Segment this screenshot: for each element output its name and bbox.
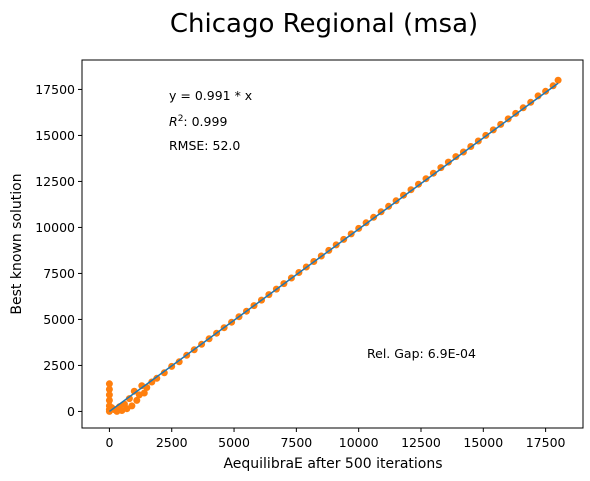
scatter-point <box>140 389 148 397</box>
x-axis-ticks: 0 2500 5000 7500 10000 12500 15000 17500 <box>105 428 566 450</box>
scatter-point <box>105 380 113 388</box>
y-tick-label: 2500 <box>43 358 75 373</box>
r2-symbol: R <box>169 114 178 129</box>
y-tick-label: 7500 <box>43 266 75 281</box>
r2-annotation: R2: 0.999 <box>169 114 227 129</box>
rel-gap-annotation: Rel. Gap: 6.9E-04 <box>367 346 476 361</box>
rmse-annotation: RMSE: 52.0 <box>169 138 240 153</box>
y-tick-label: 10000 <box>35 220 75 235</box>
x-tick-label: 12500 <box>401 435 441 450</box>
scatter-point <box>160 369 168 377</box>
fit-line-layer <box>108 82 559 413</box>
scatter-point <box>175 358 183 366</box>
scatter-point <box>148 378 156 386</box>
y-tick-label: 0 <box>67 404 75 419</box>
x-tick-label: 2500 <box>156 435 188 450</box>
scatter-point <box>534 92 542 100</box>
scatter-point <box>105 396 113 404</box>
x-tick-label: 7500 <box>280 435 312 450</box>
x-tick-label: 15000 <box>463 435 503 450</box>
y-tick-label: 12500 <box>35 174 75 189</box>
scatter-point <box>125 395 133 403</box>
y-tick-label: 15000 <box>35 128 75 143</box>
scatter-point <box>128 402 136 410</box>
x-tick-label: 10000 <box>339 435 379 450</box>
y-axis-ticks: 0 2500 5000 7500 10000 12500 15000 17500 <box>35 82 82 419</box>
scatter-point <box>133 396 141 404</box>
r2-exponent: 2 <box>178 114 184 124</box>
equation-annotation: y = 0.991 * x <box>169 88 252 103</box>
scatter-point <box>105 385 113 393</box>
scatter-point <box>153 374 161 382</box>
x-tick-label: 0 <box>105 435 113 450</box>
x-tick-label: 17500 <box>526 435 566 450</box>
y-axis-label: Best known solution <box>9 173 25 314</box>
fit-line <box>108 82 559 413</box>
x-axis-label: AequilibraE after 500 iterations <box>223 456 442 472</box>
plot-area <box>81 59 584 429</box>
y-tick-label: 17500 <box>35 82 75 97</box>
plot-frame <box>81 59 584 429</box>
scatter-point <box>130 387 138 395</box>
r2-value: : 0.999 <box>183 114 227 129</box>
chart-title: Chicago Regional (msa) <box>170 9 478 39</box>
scatter-point <box>554 76 562 84</box>
y-tick-label: 5000 <box>43 312 75 327</box>
x-tick-label: 5000 <box>218 435 250 450</box>
scatter-point <box>105 391 113 399</box>
